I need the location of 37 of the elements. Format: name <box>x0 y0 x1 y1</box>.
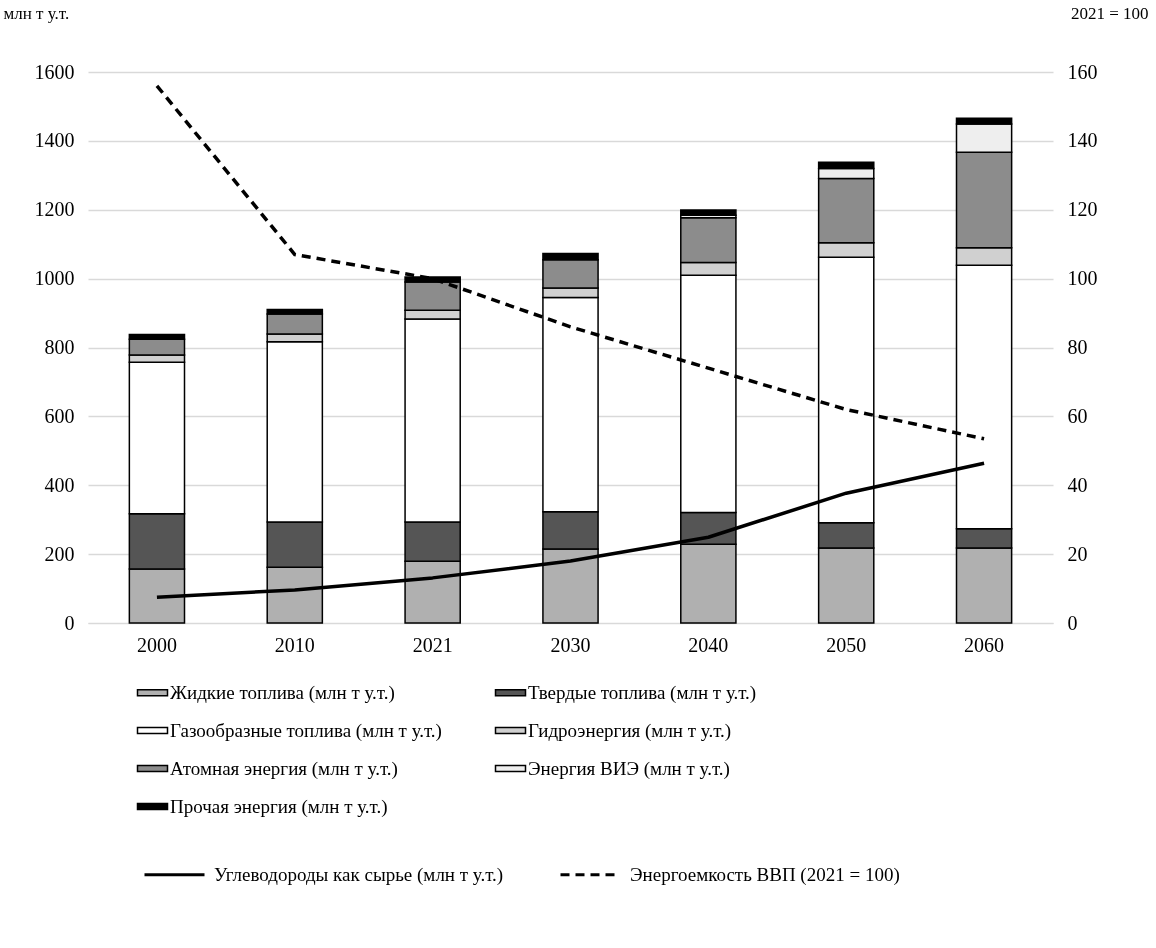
y2-axis-title: 2021 = 100 <box>1070 3 1149 23</box>
y2-tick-label: 140 <box>1067 129 1098 152</box>
y-tick-label: 800 <box>44 336 75 358</box>
legend-label: Энергоемкость ВВП (2021 = 100) <box>630 863 900 886</box>
legend-label: Твердые топлива (млн т у.т.) <box>528 681 757 704</box>
x-tick-label: 2040 <box>688 633 729 656</box>
y2-tick-label: 160 <box>1067 60 1098 83</box>
y-tick-label: 1400 <box>34 129 75 152</box>
legend-label: Жидкие топлива (млн т у.т.) <box>170 681 395 704</box>
x-tick-label: 2000 <box>136 633 177 656</box>
legend-label: Газообразные топлива (млн т у.т.) <box>170 719 442 742</box>
y2-tick-label: 20 <box>1067 542 1088 565</box>
y-tick-label: 600 <box>44 404 75 427</box>
legend-label: Энергия ВИЭ (млн т у.т.) <box>528 757 730 780</box>
bar <box>680 209 737 217</box>
y-axis-title: млн т у.т. <box>3 3 70 23</box>
legend-label: Гидроэнергия (млн т у.т.) <box>528 719 732 742</box>
y-tick-label: 1600 <box>34 60 75 83</box>
x-tick-label: 2030 <box>550 633 591 656</box>
x-tick-label: 2060 <box>964 633 1005 656</box>
legend-label: Прочая энергия (млн т у.т.) <box>170 795 388 818</box>
y2-tick-label: 0 <box>1067 611 1078 634</box>
x-tick-label: 2050 <box>826 633 867 656</box>
y-tick-label: 400 <box>44 473 75 496</box>
y2-tick-label: 100 <box>1067 267 1098 290</box>
x-tick-label: 2021 <box>412 633 453 656</box>
y-tick-label: 1000 <box>34 267 75 290</box>
y2-tick-label: 120 <box>1067 198 1098 221</box>
y2-tick-label: 80 <box>1067 336 1088 358</box>
y2-tick-label: 60 <box>1067 404 1088 427</box>
y-tick-label: 200 <box>44 542 75 565</box>
legend-label: Атомная энергия (млн т у.т.) <box>170 757 398 780</box>
y-tick-label: 0 <box>64 611 75 634</box>
y2-tick-label: 40 <box>1067 473 1088 496</box>
x-tick-label: 2010 <box>274 633 315 656</box>
y-tick-label: 1200 <box>34 198 75 221</box>
legend-label: Углеводороды как сырье (млн т у.т.) <box>214 863 504 886</box>
